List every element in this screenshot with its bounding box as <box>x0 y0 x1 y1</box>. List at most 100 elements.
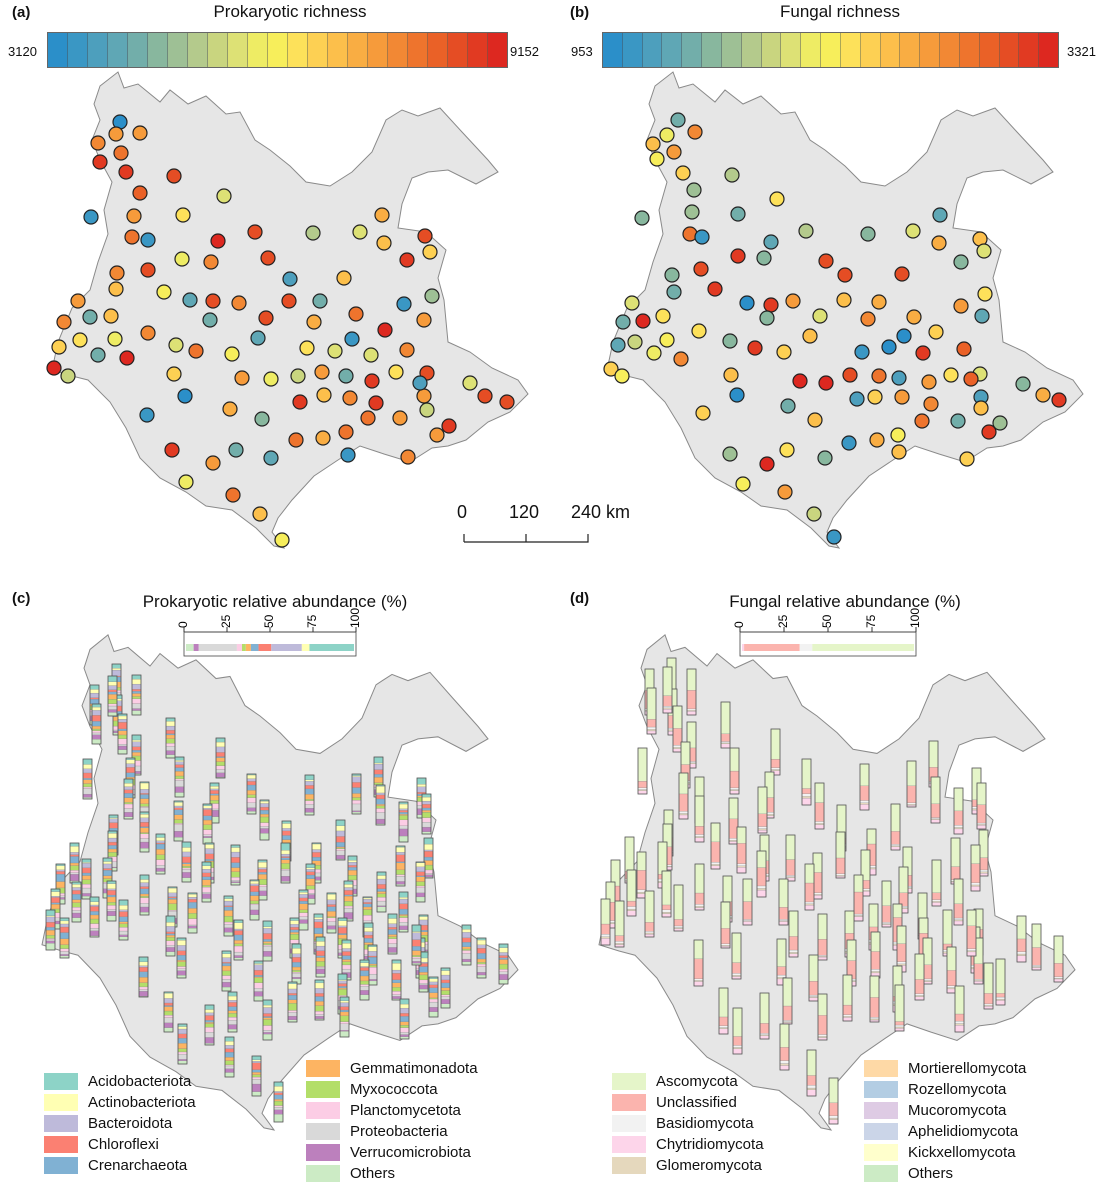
bar-segment <box>398 819 409 826</box>
richness-point <box>780 398 796 414</box>
richness-point <box>462 375 478 391</box>
bar-segment <box>221 965 232 972</box>
bar-segment <box>476 953 487 960</box>
bar-segment <box>139 882 150 887</box>
bar-segment <box>177 1033 188 1039</box>
bar-segment <box>428 1007 439 1012</box>
bar-segment <box>421 822 432 828</box>
bar-segment <box>326 911 337 917</box>
bar-outline <box>375 784 386 826</box>
stacked-bar <box>174 756 185 798</box>
stacked-bar <box>970 844 981 892</box>
richness-point <box>707 281 723 297</box>
bar-segment <box>227 1000 238 1003</box>
richness-point <box>175 207 191 223</box>
bar-segment <box>440 982 451 988</box>
bar-segment <box>966 950 977 953</box>
bar-segment <box>814 802 825 822</box>
bar-segment <box>814 782 825 803</box>
bar-segment <box>138 966 149 972</box>
bar-segment <box>759 1035 770 1040</box>
bar-outline <box>662 666 673 714</box>
bar-segment <box>107 705 118 710</box>
bar-segment <box>102 861 113 865</box>
bar-outline <box>661 870 672 918</box>
bar-segment <box>117 744 128 747</box>
bar-segment <box>973 981 984 985</box>
bar-segment <box>176 940 187 946</box>
richness-point <box>615 314 631 330</box>
bar-segment <box>779 1063 790 1066</box>
bar-segment <box>315 936 326 942</box>
bar-segment <box>418 983 429 985</box>
richness-point <box>374 207 390 223</box>
richness-point <box>759 310 775 326</box>
bar-segment <box>251 1072 262 1075</box>
bar-segment <box>298 919 309 924</box>
bar-segment <box>201 876 212 880</box>
bar-segment <box>71 902 82 908</box>
bar-segment <box>1053 976 1064 979</box>
bar-segment <box>817 939 828 956</box>
richness-point <box>315 430 331 446</box>
colorbar-cell <box>428 33 448 67</box>
stacked-bar <box>720 901 731 949</box>
bar-segment <box>165 947 176 952</box>
bar-segment <box>498 947 509 953</box>
bar-segment <box>720 943 731 946</box>
bar-segment <box>335 847 346 849</box>
bar-segment <box>440 974 451 981</box>
bar-segment <box>155 833 166 838</box>
richness-point <box>234 370 250 386</box>
bar-segment <box>742 878 753 902</box>
richness-point <box>976 243 992 259</box>
richness-point <box>686 182 702 198</box>
bar-segment <box>785 834 796 860</box>
bar-segment <box>181 841 192 848</box>
bar-segment <box>89 692 100 698</box>
bar-segment <box>155 854 166 860</box>
bar-segment <box>221 970 232 976</box>
legend-label: Acidobacteriota <box>88 1073 192 1090</box>
bar-segment <box>720 743 731 749</box>
stacked-bar <box>953 787 964 835</box>
bar-segment <box>177 1028 188 1035</box>
bar-segment <box>808 996 819 998</box>
bar-segment <box>91 710 102 716</box>
richness-point <box>860 311 876 327</box>
bar-segment <box>177 1054 188 1060</box>
bar-segment <box>227 1013 238 1018</box>
bar-segment <box>280 863 291 870</box>
stacked-bar <box>106 880 117 922</box>
stacked-bar <box>246 773 257 815</box>
bar-segment <box>395 861 406 864</box>
bar-segment <box>287 983 298 990</box>
richness-point <box>140 232 156 248</box>
bar-segment <box>398 922 409 926</box>
bar-segment <box>204 848 215 854</box>
bar-segment <box>123 797 134 803</box>
bar-segment <box>421 793 432 798</box>
bar-segment <box>107 845 118 850</box>
bar-segment <box>174 756 185 761</box>
bar-segment <box>953 878 964 904</box>
bar-segment <box>415 862 426 867</box>
bar-outline <box>123 778 134 820</box>
bar-segment <box>45 943 56 951</box>
bar-outline <box>686 668 697 716</box>
bar-segment <box>673 927 684 929</box>
bar-segment <box>253 996 264 1002</box>
bar-segment <box>139 803 150 807</box>
bar-segment <box>326 921 337 926</box>
bar-segment <box>123 786 134 790</box>
legend-prokaryotic-left: Acidobacteriota Actinobacteriota Bacteroid… <box>44 1071 196 1176</box>
bar-segment <box>662 695 673 707</box>
bar-outline <box>636 851 647 899</box>
bar-outline <box>163 991 174 1033</box>
bar-segment <box>291 953 302 958</box>
richness-point <box>416 312 432 328</box>
bar-segment <box>131 741 142 747</box>
stacked-bar <box>672 705 683 753</box>
bar-segment <box>91 739 102 745</box>
bar-segment <box>224 1045 235 1049</box>
